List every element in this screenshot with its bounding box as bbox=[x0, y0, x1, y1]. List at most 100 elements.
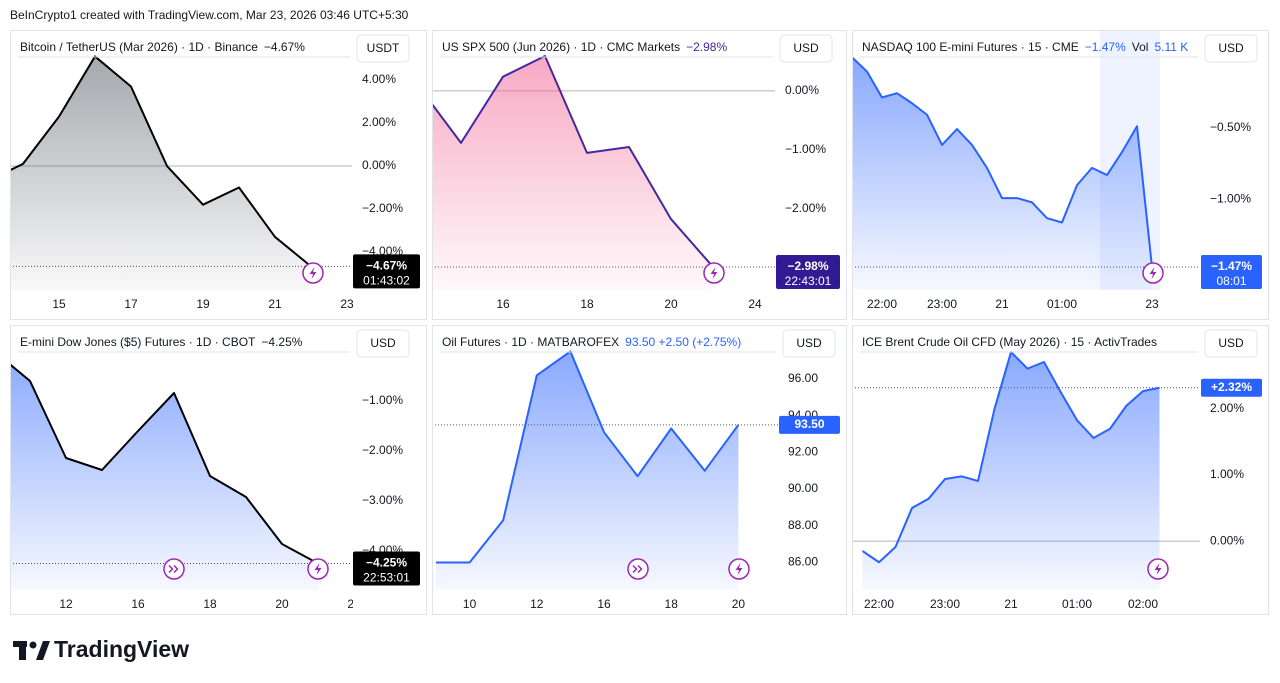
y-tick-label: 1.00% bbox=[1210, 467, 1244, 481]
x-tick-label: 22:00 bbox=[864, 597, 894, 611]
price-line bbox=[853, 56, 1153, 268]
price-box-label: −2.98% bbox=[787, 259, 828, 273]
price-box bbox=[779, 415, 840, 434]
legend-title: ICE Brent Crude Oil CFD (May 2026) · 15 … bbox=[862, 335, 1157, 349]
x-tick-label: 20 bbox=[732, 597, 746, 611]
y-tick-label: 0.00% bbox=[785, 83, 819, 97]
y-tick-label: −2.00% bbox=[362, 201, 403, 215]
event-icon bbox=[1142, 262, 1164, 284]
currency-label: USD bbox=[370, 336, 396, 350]
currency-box bbox=[779, 34, 833, 63]
plot-area bbox=[853, 31, 1200, 290]
x-tick-label: 23:00 bbox=[930, 597, 960, 611]
legend-change: −2.98% bbox=[686, 40, 728, 54]
arrow-glyph bbox=[168, 564, 179, 574]
y-tick-label: 2.00% bbox=[1210, 401, 1244, 415]
panel: 15 17 19 21 234.00%2.00%0.00%−2.00%−4.00%USD… bbox=[10, 30, 427, 320]
price-line bbox=[436, 350, 740, 564]
y-tick-label: 2.00% bbox=[362, 115, 396, 129]
y-tick-label: −3.00% bbox=[362, 493, 403, 507]
x-tick-label: 21 bbox=[995, 297, 1009, 311]
bolt-glyph bbox=[735, 563, 743, 575]
price-line bbox=[11, 363, 319, 565]
price-line bbox=[11, 55, 312, 268]
event-icon bbox=[703, 262, 725, 284]
area bbox=[862, 352, 1160, 590]
y-tick-label: −2.00% bbox=[785, 201, 826, 215]
legend-change: −4.25% bbox=[261, 335, 303, 349]
panel: 22:00 23:00 21 01:00 23 −0.50% −1.00% USD −1.47%… bbox=[852, 30, 1269, 320]
y-tick-label: 96.00 bbox=[788, 371, 818, 385]
y-tick-label: 92.00 bbox=[788, 445, 818, 459]
price-box-label: −4.67% bbox=[366, 259, 407, 273]
currency-label: USDT bbox=[367, 41, 400, 55]
x-tick-label: 16 bbox=[597, 597, 611, 611]
countdown-label: 22:43:01 bbox=[785, 274, 832, 288]
y-tick-label: 90.00 bbox=[788, 481, 818, 495]
x-tick-label: 01:00 bbox=[1062, 597, 1092, 611]
currency-box bbox=[356, 329, 410, 358]
area bbox=[853, 58, 1152, 290]
legend: Oil Futures · 1D · MATBAROFEX 93.50 +2.50… bbox=[442, 334, 747, 350]
x-tick-label: 19 bbox=[196, 297, 210, 311]
event-circle bbox=[163, 558, 185, 580]
legend-title: Oil Futures · 1D · MATBAROFEX bbox=[442, 335, 620, 349]
bolt-glyph bbox=[309, 267, 317, 279]
price-box-label: 93.50 bbox=[794, 417, 824, 431]
bolt-glyph bbox=[1154, 563, 1162, 575]
legend: US SPX 500 (Jun 2026) · 1D · CMC Markets… bbox=[442, 39, 733, 55]
x-tick-label: 18 bbox=[580, 297, 594, 311]
brand-logo bbox=[13, 641, 50, 660]
price-box-label: +2.32% bbox=[1211, 380, 1252, 394]
y-tick-label: 0.00% bbox=[362, 158, 396, 172]
currency-label: USD bbox=[1218, 336, 1244, 350]
header-text: BeInCrypto1 created with TradingView.com… bbox=[10, 8, 409, 22]
countdown-label: 22:53:01 bbox=[363, 571, 410, 585]
price-box bbox=[1201, 255, 1262, 290]
plot-area bbox=[433, 350, 778, 590]
x-tick-label: 02:00 bbox=[1128, 597, 1158, 611]
currency-box bbox=[782, 329, 836, 358]
brand-name: TradingView bbox=[54, 636, 189, 662]
plot-area bbox=[11, 55, 352, 290]
x-tick-label: 15 bbox=[52, 297, 66, 311]
bolt-glyph bbox=[314, 563, 322, 575]
axis-corner bbox=[1201, 290, 1268, 319]
currency-label: USD bbox=[796, 336, 822, 350]
currency-label: USD bbox=[1218, 41, 1244, 55]
x-tick-label: 18 bbox=[203, 597, 217, 611]
event-icon bbox=[1147, 558, 1169, 580]
arrow-glyph bbox=[632, 564, 643, 574]
legend: E-mini Dow Jones ($5) Futures · 1D · CBO… bbox=[20, 334, 308, 350]
y-tick-label: 88.00 bbox=[788, 518, 818, 532]
x-tick-label: 23 bbox=[1145, 297, 1159, 311]
bolt-glyph bbox=[1149, 267, 1157, 279]
legend-title: US SPX 500 (Jun 2026) · 1D · CMC Markets bbox=[442, 40, 681, 54]
legend-volume: 5.11 K bbox=[1154, 40, 1189, 54]
axis-corner bbox=[353, 290, 426, 319]
event-icon bbox=[302, 262, 324, 284]
x-tick-label: 21 bbox=[1004, 597, 1018, 611]
x-tick-label: 23:00 bbox=[927, 297, 957, 311]
currency-box bbox=[1204, 34, 1258, 63]
x-tick-label: 20 bbox=[275, 597, 289, 611]
price-box-label: −4.25% bbox=[366, 556, 407, 570]
legend-title: Bitcoin / TetherUS (Mar 2026) · 1D · Bin… bbox=[20, 40, 258, 54]
currency-label: USD bbox=[793, 41, 819, 55]
legend-change: 93.50 +2.50 (+2.75%) bbox=[625, 335, 742, 349]
x-tick-label: 10 bbox=[463, 597, 477, 611]
price-box bbox=[1201, 378, 1262, 397]
panel: 1216182024−1.00%−2.00%−3.00%−4.00%USD−4.… bbox=[10, 325, 427, 615]
legend-title: NASDAQ 100 E-mini Futures · 15 · CME bbox=[862, 40, 1079, 54]
price-line bbox=[433, 55, 714, 268]
axis-corner bbox=[353, 590, 426, 614]
legend: Bitcoin / TetherUS (Mar 2026) · 1D · Bin… bbox=[20, 39, 311, 55]
currency-box bbox=[356, 34, 410, 63]
legend-title: E-mini Dow Jones ($5) Futures · 1D · CBO… bbox=[20, 335, 256, 349]
currency-box bbox=[1204, 329, 1258, 358]
x-tick-label: 16 bbox=[496, 297, 510, 311]
x-tick-label: 24 bbox=[748, 297, 762, 311]
x-tick-label: 23 bbox=[340, 297, 354, 311]
